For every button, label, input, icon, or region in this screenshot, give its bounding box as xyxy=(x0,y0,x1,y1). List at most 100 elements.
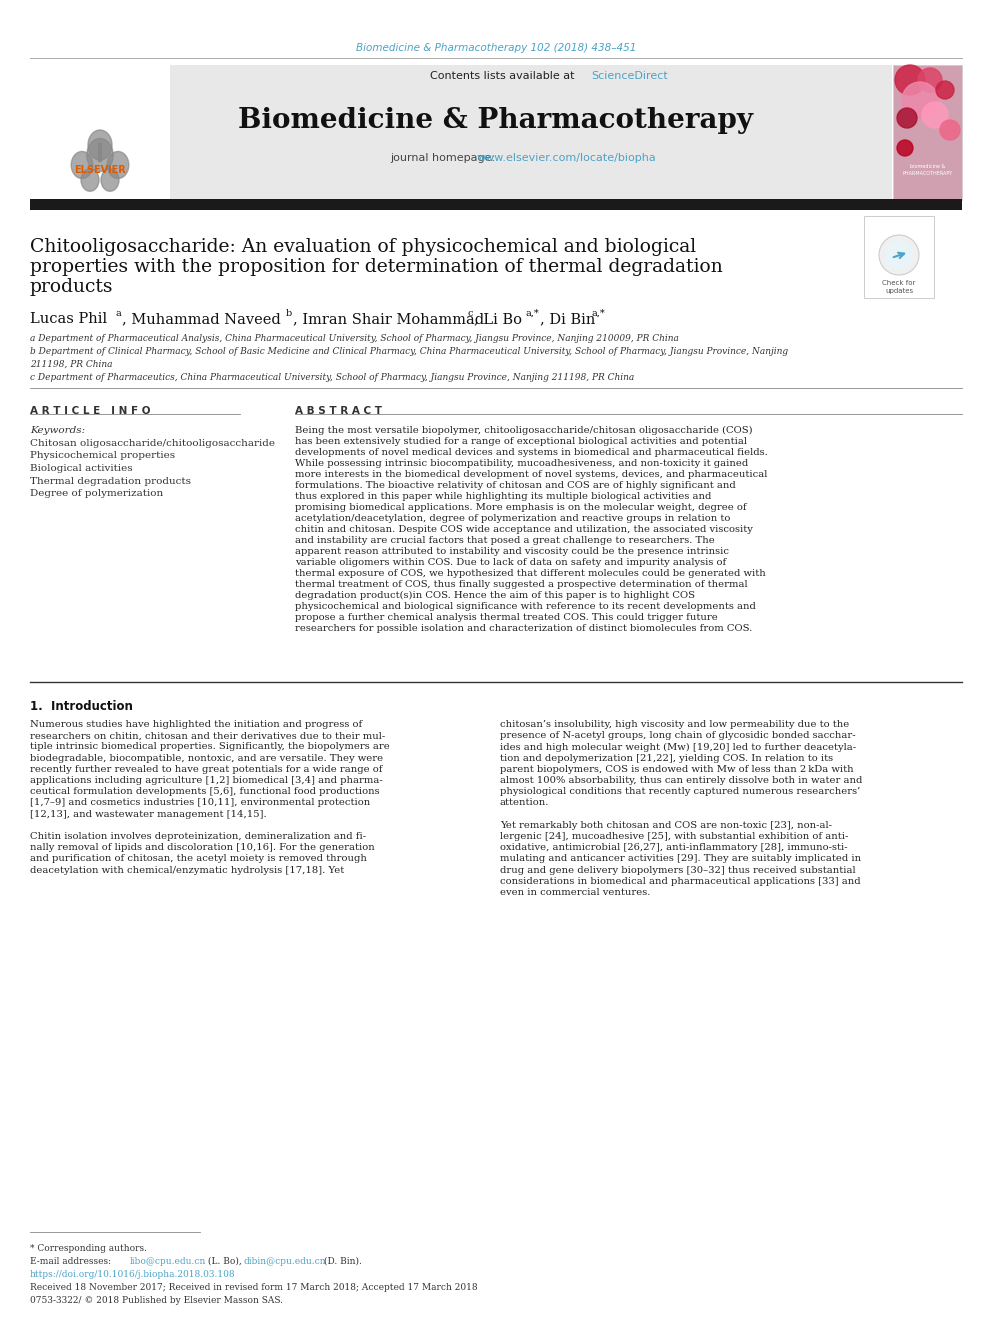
Circle shape xyxy=(940,120,960,140)
Text: has been extensively studied for a range of exceptional biological activities an: has been extensively studied for a range… xyxy=(295,437,747,446)
FancyBboxPatch shape xyxy=(30,65,170,200)
Text: Received 18 November 2017; Received in revised form 17 March 2018; Accepted 17 M: Received 18 November 2017; Received in r… xyxy=(30,1283,477,1293)
Text: c: c xyxy=(468,310,473,318)
FancyBboxPatch shape xyxy=(893,65,962,200)
FancyBboxPatch shape xyxy=(864,216,934,298)
Text: a,*: a,* xyxy=(525,310,539,318)
Text: formulations. The bioactive relativity of chitosan and COS are of highly signifi: formulations. The bioactive relativity o… xyxy=(295,482,736,490)
Text: a,*: a,* xyxy=(591,310,605,318)
Text: Yet remarkably both chitosan and COS are non-toxic [23], non-al-: Yet remarkably both chitosan and COS are… xyxy=(500,820,832,830)
Text: A R T I C L E   I N F O: A R T I C L E I N F O xyxy=(30,406,151,415)
Text: Physicochemical properties: Physicochemical properties xyxy=(30,451,176,460)
Text: parent biopolymers, COS is endowed with Mw of less than 2 kDa with: parent biopolymers, COS is endowed with … xyxy=(500,765,854,774)
Text: [1,7–9] and cosmetics industries [10,11], environmental protection: [1,7–9] and cosmetics industries [10,11]… xyxy=(30,798,370,807)
Text: thus explored in this paper while highlighting its multiple biological activitie: thus explored in this paper while highli… xyxy=(295,492,711,501)
Text: b Department of Clinical Pharmacy, School of Basic Medicine and Clinical Pharmac: b Department of Clinical Pharmacy, Schoo… xyxy=(30,347,788,356)
Text: Keywords:: Keywords: xyxy=(30,426,85,435)
Text: a Department of Pharmaceutical Analysis, China Pharmaceutical University, School: a Department of Pharmaceutical Analysis,… xyxy=(30,333,679,343)
Text: 0753-3322/ © 2018 Published by Elsevier Masson SAS.: 0753-3322/ © 2018 Published by Elsevier … xyxy=(30,1297,283,1304)
Text: Numerous studies have highlighted the initiation and progress of: Numerous studies have highlighted the in… xyxy=(30,720,362,729)
Text: mulating and anticancer activities [29]. They are suitably implicated in: mulating and anticancer activities [29].… xyxy=(500,855,861,864)
Text: physicochemical and biological significance with reference to its recent develop: physicochemical and biological significa… xyxy=(295,602,756,611)
Text: c Department of Pharmaceutics, China Pharmaceutical University, School of Pharma: c Department of Pharmaceutics, China Pha… xyxy=(30,373,634,382)
Text: ELSEVIER: ELSEVIER xyxy=(74,165,126,175)
Text: Biomedicine & Pharmacotherapy 102 (2018) 438–451: Biomedicine & Pharmacotherapy 102 (2018)… xyxy=(356,44,636,53)
Text: recently further revealed to have great potentials for a wide range of: recently further revealed to have great … xyxy=(30,765,383,774)
Text: researchers on chitin, chitosan and their derivatives due to their mul-: researchers on chitin, chitosan and thei… xyxy=(30,732,385,740)
Text: almost 100% absorbability, thus can entirely dissolve both in water and: almost 100% absorbability, thus can enti… xyxy=(500,777,862,785)
Circle shape xyxy=(895,65,925,95)
Text: 211198, PR China: 211198, PR China xyxy=(30,360,112,369)
Text: tion and depolymerization [21,22], yielding COS. In relation to its: tion and depolymerization [21,22], yield… xyxy=(500,754,833,762)
Circle shape xyxy=(902,82,938,118)
Text: and instability are crucial factors that posed a great challenge to researchers.: and instability are crucial factors that… xyxy=(295,536,715,545)
Text: applications including agriculture [1,2] biomedical [3,4] and pharma-: applications including agriculture [1,2]… xyxy=(30,777,383,785)
Text: 1.  Introduction: 1. Introduction xyxy=(30,700,133,713)
Text: Biological activities: Biological activities xyxy=(30,464,133,474)
FancyBboxPatch shape xyxy=(30,65,892,200)
Circle shape xyxy=(897,108,917,128)
Text: b: b xyxy=(286,310,293,318)
Text: Contents lists available at: Contents lists available at xyxy=(430,71,578,81)
Text: , Muhammad Naveed: , Muhammad Naveed xyxy=(122,312,281,325)
Text: researchers for possible isolation and characterization of distinct biomolecules: researchers for possible isolation and c… xyxy=(295,624,752,632)
Text: , Imran Shair Mohammad: , Imran Shair Mohammad xyxy=(293,312,484,325)
Text: www.elsevier.com/locate/biopha: www.elsevier.com/locate/biopha xyxy=(477,153,657,163)
Text: tiple intrinsic biomedical properties. Significantly, the biopolymers are: tiple intrinsic biomedical properties. S… xyxy=(30,742,390,751)
Text: a: a xyxy=(116,310,122,318)
Text: more interests in the biomedical development of novel systems, devices, and phar: more interests in the biomedical develop… xyxy=(295,470,768,479)
Circle shape xyxy=(897,140,913,156)
Text: (L. Bo),: (L. Bo), xyxy=(205,1257,245,1266)
Text: ides and high molecular weight (Mw) [19,20] led to further deacetyla-: ides and high molecular weight (Mw) [19,… xyxy=(500,742,856,751)
Text: chitosan’s insolubility, high viscosity and low permeability due to the: chitosan’s insolubility, high viscosity … xyxy=(500,720,849,729)
Text: variable oligomers within COS. Due to lack of data on safety and impurity analys: variable oligomers within COS. Due to la… xyxy=(295,558,726,568)
Text: Degree of polymerization: Degree of polymerization xyxy=(30,490,164,497)
Text: ceutical formulation developments [5,6], functional food productions: ceutical formulation developments [5,6],… xyxy=(30,787,380,796)
Text: propose a further chemical analysis thermal treated COS. This could trigger futu: propose a further chemical analysis ther… xyxy=(295,613,718,622)
Text: acetylation/deacetylation, degree of polymerization and reactive groups in relat: acetylation/deacetylation, degree of pol… xyxy=(295,515,730,523)
Ellipse shape xyxy=(87,139,113,172)
Text: [12,13], and wastewater management [14,15].: [12,13], and wastewater management [14,1… xyxy=(30,810,267,819)
Text: libo@cpu.edu.cn: libo@cpu.edu.cn xyxy=(130,1257,206,1266)
FancyBboxPatch shape xyxy=(30,198,962,210)
Ellipse shape xyxy=(81,169,99,192)
Text: even in commercial ventures.: even in commercial ventures. xyxy=(500,888,651,897)
Text: Thermal degradation products: Thermal degradation products xyxy=(30,476,191,486)
Circle shape xyxy=(879,235,919,275)
Text: developments of novel medical devices and systems in biomedical and pharmaceutic: developments of novel medical devices an… xyxy=(295,448,768,456)
Text: Lucas Phil: Lucas Phil xyxy=(30,312,107,325)
Ellipse shape xyxy=(88,130,112,160)
Text: thermal treatment of COS, thus finally suggested a prospective determination of : thermal treatment of COS, thus finally s… xyxy=(295,579,748,589)
Text: oxidative, antimicrobial [26,27], anti-inflammatory [28], immuno-sti-: oxidative, antimicrobial [26,27], anti-i… xyxy=(500,843,847,852)
Ellipse shape xyxy=(101,169,119,192)
Text: nally removal of lipids and discoloration [10,16]. For the generation: nally removal of lipids and discoloratio… xyxy=(30,843,375,852)
Text: Being the most versatile biopolymer, chitooligosaccharide/chitosan oligosacchari: Being the most versatile biopolymer, chi… xyxy=(295,426,753,435)
Text: physiological conditions that recently captured numerous researchers’: physiological conditions that recently c… xyxy=(500,787,860,796)
Text: https://doi.org/10.1016/j.biopha.2018.03.108: https://doi.org/10.1016/j.biopha.2018.03… xyxy=(30,1270,236,1279)
Text: thermal exposure of COS, we hypothesized that different molecules could be gener: thermal exposure of COS, we hypothesized… xyxy=(295,569,766,578)
Circle shape xyxy=(936,81,954,99)
Ellipse shape xyxy=(71,152,93,179)
Text: presence of N-acetyl groups, long chain of glycosidic bonded sacchar-: presence of N-acetyl groups, long chain … xyxy=(500,732,856,740)
Ellipse shape xyxy=(107,152,129,179)
Text: apparent reason attributed to instability and viscosity could be the presence in: apparent reason attributed to instabilit… xyxy=(295,546,729,556)
Text: E-mail addresses:: E-mail addresses: xyxy=(30,1257,114,1266)
Text: biomedicine &
PHARMACOTHERAPY: biomedicine & PHARMACOTHERAPY xyxy=(903,164,953,176)
Text: and purification of chitosan, the acetyl moiety is removed through: and purification of chitosan, the acetyl… xyxy=(30,855,367,864)
Text: (D. Bin).: (D. Bin). xyxy=(321,1257,362,1266)
Text: drug and gene delivery biopolymers [30–32] thus received substantial: drug and gene delivery biopolymers [30–3… xyxy=(500,865,856,875)
Text: * Corresponding authors.: * Corresponding authors. xyxy=(30,1244,147,1253)
Text: While possessing intrinsic biocompatibility, mucoadhesiveness, and non-toxicity : While possessing intrinsic biocompatibil… xyxy=(295,459,748,468)
Text: promising biomedical applications. More emphasis is on the molecular weight, deg: promising biomedical applications. More … xyxy=(295,503,747,512)
Circle shape xyxy=(922,102,948,128)
Text: dibin@cpu.edu.cn: dibin@cpu.edu.cn xyxy=(243,1257,325,1266)
Text: considerations in biomedical and pharmaceutical applications [33] and: considerations in biomedical and pharmac… xyxy=(500,877,861,886)
Circle shape xyxy=(885,241,913,269)
Text: lergenic [24], mucoadhesive [25], with substantial exhibition of anti-: lergenic [24], mucoadhesive [25], with s… xyxy=(500,832,848,841)
Text: Check for
updates: Check for updates xyxy=(882,280,916,295)
Text: properties with the proposition for determination of thermal degradation: properties with the proposition for dete… xyxy=(30,258,723,277)
Text: degradation product(s)in COS. Hence the aim of this paper is to highlight COS: degradation product(s)in COS. Hence the … xyxy=(295,591,695,601)
Text: A B S T R A C T: A B S T R A C T xyxy=(295,406,382,415)
Text: biodegradable, biocompatible, nontoxic, and are versatile. They were: biodegradable, biocompatible, nontoxic, … xyxy=(30,754,383,762)
Text: chitin and chitosan. Despite COS wide acceptance and utilization, the associated: chitin and chitosan. Despite COS wide ac… xyxy=(295,525,753,534)
